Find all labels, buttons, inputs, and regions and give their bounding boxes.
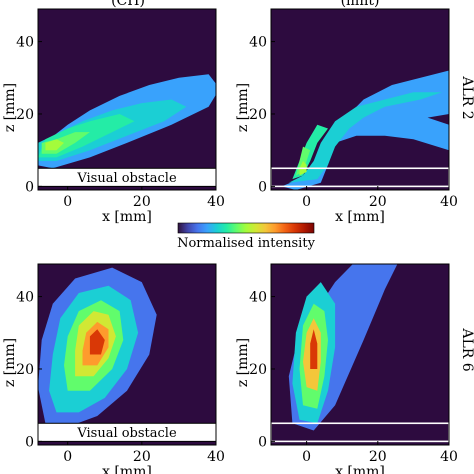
y-axis-label: z [mm]	[235, 83, 251, 132]
visual-obstacle	[38, 422, 216, 442]
y-axis-label: z [mm]	[2, 338, 18, 387]
heatmap-panel-bottom-left: Visual obstacle 0 20 40 0 20 40 x [mm] z [mm]	[2, 263, 225, 474]
y-tick-label: 20	[249, 107, 267, 123]
y-tick-label: 0	[258, 434, 267, 450]
y-tick-label: 0	[25, 179, 34, 195]
colorbar-label: Normalised intensity	[177, 236, 316, 251]
contour-level-12	[89, 329, 105, 355]
row-label-top: ALR 2	[459, 75, 474, 119]
intensity-contours	[38, 74, 216, 187]
visual-obstacle	[38, 167, 216, 187]
y-axis-label: z [mm]	[235, 338, 251, 387]
intensity-contours	[38, 267, 216, 442]
x-tick-label: 40	[440, 449, 458, 465]
y-tick-label: 40	[16, 35, 34, 51]
colorbar-gradient	[177, 222, 315, 234]
contour-level-12	[310, 329, 318, 369]
y-axis-label: z [mm]	[2, 83, 18, 132]
contour-level-7	[45, 139, 64, 151]
visual-obstacle	[271, 167, 449, 188]
y-tick-label: 40	[16, 290, 34, 306]
x-tick-label: 40	[207, 449, 225, 465]
x-tick-label: 20	[133, 449, 151, 465]
heatmap-panel-bottom-right: 0 20 40 0 20 40 x [mm] z [mm]	[235, 263, 458, 474]
x-tick-label: 20	[369, 194, 387, 210]
x-axis-label: x [mm]	[335, 209, 385, 225]
x-tick-label: 0	[63, 449, 72, 465]
visual-obstacle	[271, 422, 449, 443]
row-label-bottom: ALR 6	[459, 327, 474, 371]
axes-frame	[270, 8, 450, 191]
x-tick-label: 0	[302, 194, 311, 210]
heatmap-panel-top-left: Visual obstacle 0 20 40 0 20 40 x [mm] z [mm]	[2, 8, 225, 225]
column-title-left: (CH)	[111, 0, 145, 9]
x-axis-label: x [mm]	[102, 209, 152, 225]
x-tick-label: 20	[369, 449, 387, 465]
y-tick-label: 20	[249, 362, 267, 378]
y-tick-label: 0	[258, 179, 267, 195]
colorbar: Normalised intensity	[177, 222, 316, 251]
x-tick-label: 40	[440, 194, 458, 210]
x-axis-label: x [mm]	[102, 464, 152, 474]
intensity-contours	[271, 70, 449, 190]
axes-frame	[37, 8, 217, 191]
axes-frame	[270, 263, 450, 446]
intensity-contours	[271, 264, 449, 443]
axes-frame	[37, 263, 217, 446]
x-tick-label: 20	[133, 194, 151, 210]
y-tick-label: 0	[25, 434, 34, 450]
y-tick-label: 40	[249, 35, 267, 51]
visual-obstacle-label: Visual obstacle	[76, 171, 177, 186]
x-tick-label: 0	[302, 449, 311, 465]
y-tick-label: 20	[16, 107, 34, 123]
heatmap-panel-top-right: 0 20 40 0 20 40 x [mm] z [mm]	[235, 8, 458, 225]
y-tick-label: 20	[16, 362, 34, 378]
contour-level-4	[288, 92, 442, 183]
x-tick-label: 0	[63, 194, 72, 210]
x-axis-label: x [mm]	[335, 464, 385, 474]
x-tick-label: 40	[207, 194, 225, 210]
column-title-right: (mnt)	[341, 0, 380, 9]
visual-obstacle-label: Visual obstacle	[76, 426, 177, 441]
y-tick-label: 40	[249, 290, 267, 306]
